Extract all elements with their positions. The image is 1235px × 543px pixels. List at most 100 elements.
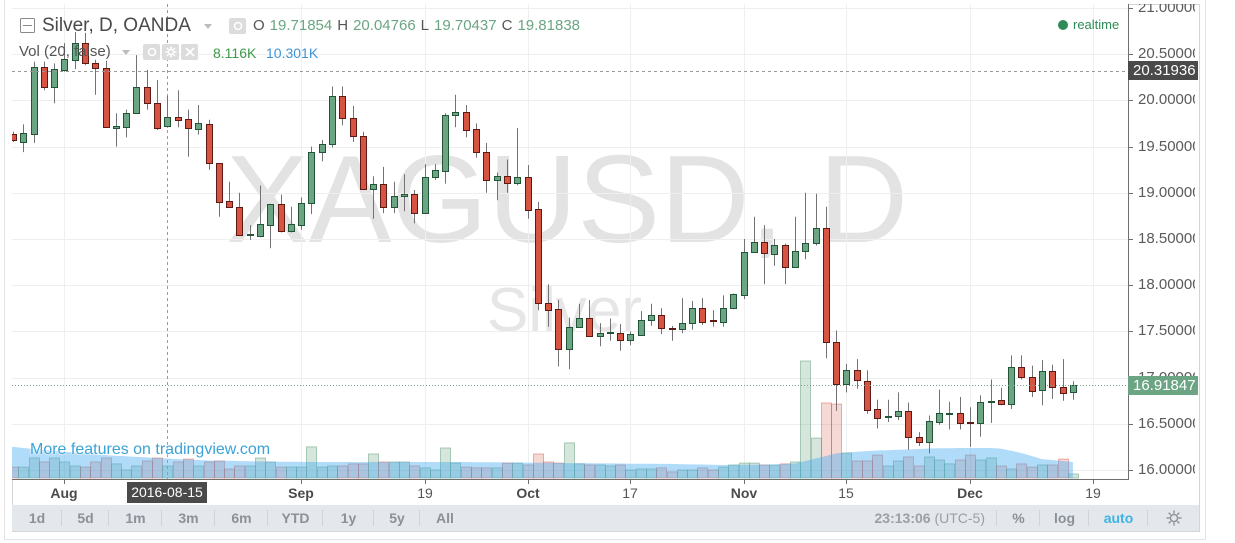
range-1y-button[interactable]: 1y: [323, 505, 374, 531]
candle: [61, 43, 68, 72]
candle: [802, 192, 809, 260]
volume-bar: [955, 459, 966, 479]
volume-bar: [687, 469, 698, 479]
candle: [411, 190, 418, 224]
candle: [206, 119, 213, 170]
time-axis-label: Nov: [730, 485, 758, 501]
percent-scale-button[interactable]: %: [997, 505, 1040, 531]
open-value: 19.71854: [269, 17, 333, 34]
volume-bar: [193, 465, 204, 479]
candle: [51, 63, 58, 104]
range-all-button[interactable]: All: [436, 510, 454, 526]
candle: [401, 174, 408, 212]
volume-bar: [173, 461, 184, 479]
chart-pane[interactable]: XAGUSD, D Silver: [12, 4, 1128, 479]
chart-settings-button[interactable]: [1148, 505, 1199, 531]
volume-bar: [574, 463, 585, 479]
auto-scale-button[interactable]: auto: [1089, 505, 1148, 531]
range-ytd-button[interactable]: YTD: [268, 505, 323, 531]
volume-bar: [543, 461, 554, 479]
time-axis-tick: [970, 480, 971, 484]
candle: [216, 163, 223, 217]
candle: [535, 202, 542, 311]
candle: [432, 164, 439, 180]
candle: [545, 284, 552, 327]
range-5y-button[interactable]: 5y: [374, 505, 420, 531]
volume-settings-button[interactable]: [162, 44, 179, 60]
candle: [380, 166, 387, 214]
candle: [370, 176, 377, 219]
volume-bar: [893, 460, 904, 479]
candle: [514, 128, 521, 186]
volume-bar: [728, 464, 739, 479]
volume-bar: [492, 467, 503, 479]
tradingview-promo-link[interactable]: More features on tradingview.com: [30, 441, 271, 458]
volume-bar: [131, 465, 142, 479]
range-1m-button[interactable]: 1m: [109, 505, 162, 531]
price-axis-tick: [1129, 424, 1133, 425]
volume-bar: [348, 463, 359, 479]
candle: [669, 325, 676, 341]
volume-bar: [70, 465, 81, 479]
volume-bar: [378, 461, 389, 479]
volume-visibility-button[interactable]: [143, 44, 160, 60]
candle: [843, 363, 850, 393]
price-axis-label: 19.50000: [1138, 138, 1195, 155]
ohlc-values: O 19.71854 H 20.04766 L 19.70437 C 19.81…: [253, 17, 580, 35]
collapse-legend-button[interactable]: [20, 18, 35, 38]
series-title[interactable]: Silver, D, OANDA: [42, 15, 191, 36]
time-axis-tick: [1093, 480, 1094, 484]
scale-options-group: 23:13:06 (UTC-5) % log auto: [862, 505, 1199, 531]
price-axis-label: 20.50000: [1138, 45, 1195, 62]
time-axis-tick: [528, 480, 529, 484]
volume-bar: [204, 461, 215, 479]
collapse-icon: [20, 18, 35, 33]
volume-bar: [646, 468, 657, 479]
time-axis[interactable]: Aug Sep 19 Oct 17 Nov 15 Dec 19: [12, 479, 1128, 505]
symbol-watermark: XAGUSD, D: [226, 131, 909, 269]
candle: [1029, 365, 1036, 397]
candle: [566, 317, 573, 370]
time-axis-label: Aug: [50, 485, 78, 501]
volume-bar: [368, 453, 379, 479]
time-axis-tick: [630, 480, 631, 484]
candle: [278, 194, 285, 233]
candle: [391, 181, 398, 214]
volume-menu-chevron-down-icon[interactable]: [122, 50, 130, 55]
volume-bar: [18, 466, 29, 479]
time-axis-tick: [301, 480, 302, 484]
series-menu-chevron-down-icon[interactable]: [204, 24, 212, 29]
volume-bar: [944, 463, 955, 479]
volume-remove-button[interactable]: [181, 44, 198, 60]
candle: [895, 392, 902, 421]
volume-bar: [481, 467, 492, 479]
time-axis-label: 17: [622, 485, 638, 501]
volume-value: 8.116K: [213, 45, 257, 61]
volume-bar: [471, 467, 482, 479]
last-price-label: 16.91847: [1128, 376, 1198, 395]
timezone-button[interactable]: 23:13:06 (UTC-5): [862, 505, 997, 531]
time-axis-tick: [744, 480, 745, 484]
log-scale-button[interactable]: log: [1040, 505, 1089, 531]
candle: [267, 203, 274, 249]
range-6m-button[interactable]: 6m: [215, 505, 268, 531]
range-3m-button[interactable]: 3m: [162, 505, 215, 531]
candle: [463, 105, 470, 138]
volume-bar: [1047, 464, 1058, 479]
range-5d-button[interactable]: 5d: [62, 505, 109, 531]
candle: [576, 303, 583, 328]
series-format-button[interactable]: [229, 18, 246, 34]
realtime-status-label: realtime: [1073, 17, 1120, 32]
volume-bar: [214, 460, 225, 479]
volume-bar: [265, 461, 276, 479]
price-axis-tick: [1129, 147, 1133, 148]
format-circle-icon: [233, 21, 242, 31]
candle: [483, 142, 490, 193]
range-1d-button[interactable]: 1d: [12, 505, 62, 531]
volume-study-title[interactable]: Vol (20, false): [19, 43, 111, 60]
date-range-group: 1d 5d 1m 3m 6m YTD 1y 5y All: [12, 505, 470, 531]
volume-bar: [409, 465, 420, 479]
volume-bar: [564, 442, 575, 479]
volume-bar: [769, 464, 780, 479]
candle: [31, 61, 38, 143]
